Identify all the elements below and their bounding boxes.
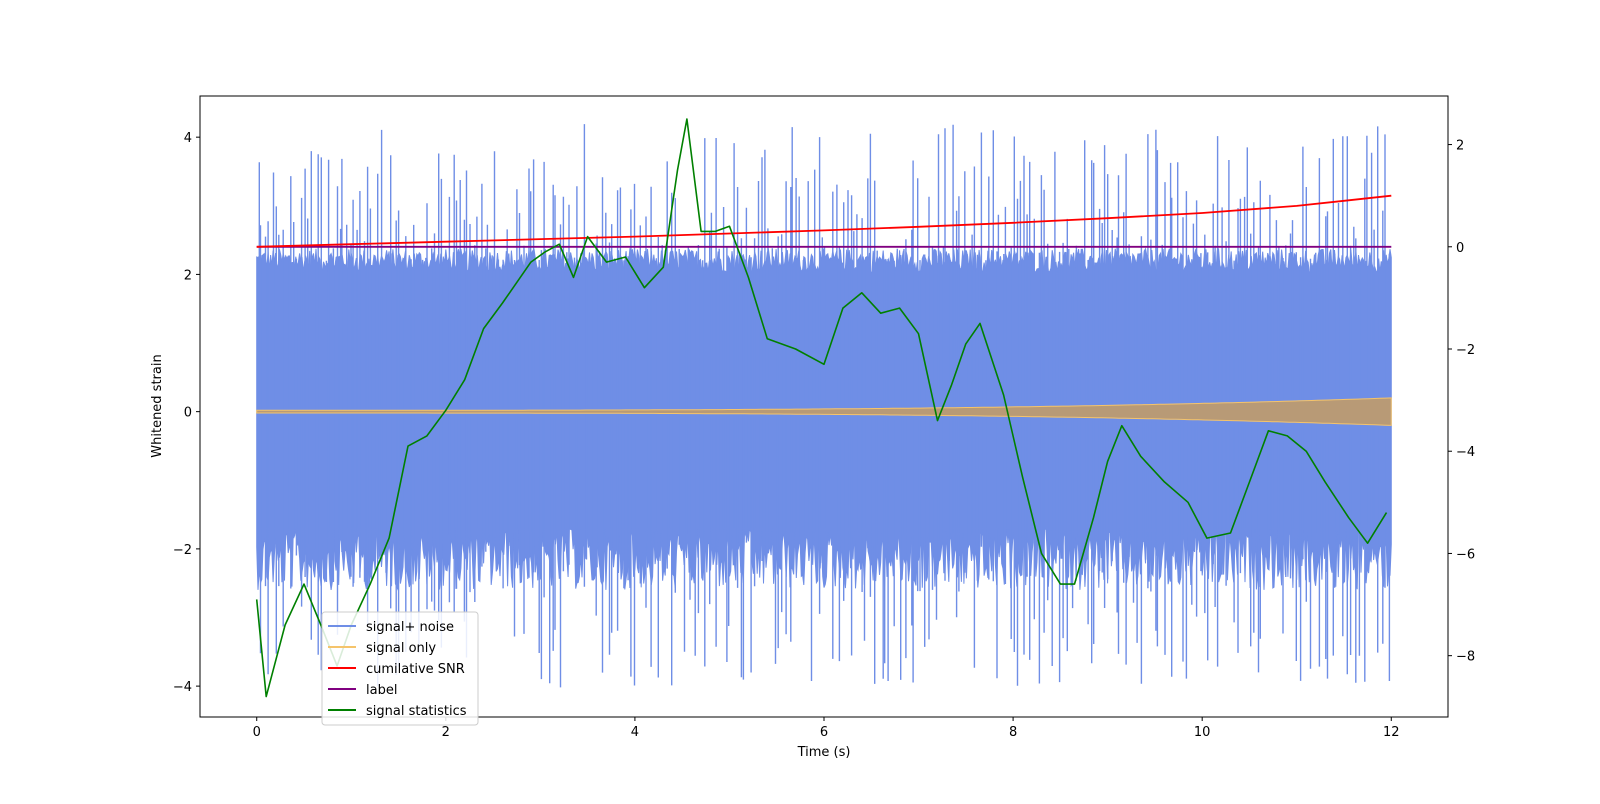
- y2-tick-label: −4: [1456, 445, 1475, 460]
- legend: signal+ noise signal only cumilative SNR la…: [321, 611, 479, 726]
- legend-label: signal only: [366, 641, 436, 656]
- axes: 0 2 4 6 8 10 12 −4 −2 0 2 4 −8 −6 −4 −2 0 2: [173, 131, 1475, 740]
- y-axis-label: Whitened strain: [150, 354, 165, 457]
- legend-label: cumilative SNR: [366, 662, 465, 677]
- y-tick-label: 0: [184, 406, 192, 421]
- x-tick-label: 10: [1194, 725, 1211, 740]
- x-tick-label: 12: [1383, 725, 1400, 740]
- y2-tick-label: −8: [1456, 650, 1475, 665]
- legend-label: signal statistics: [366, 704, 467, 719]
- signal-only-band: [256, 397, 1392, 426]
- signal-statistics-line: [255, 118, 1388, 698]
- legend-label: label: [366, 683, 397, 698]
- cumilative-snr-line: [256, 194, 1392, 248]
- y2-tick-label: −2: [1456, 343, 1475, 358]
- y2-tick-label: 0: [1456, 241, 1464, 256]
- x-tick-label: 4: [631, 725, 639, 740]
- x-tick-label: 0: [253, 725, 261, 740]
- y-tick-label: −2: [173, 543, 192, 558]
- legend-box: [321, 611, 479, 726]
- signal-only-trace: [256, 397, 1392, 426]
- x-tick-label: 2: [442, 725, 450, 740]
- y2-tick-label: −6: [1456, 547, 1475, 562]
- y2-tick-label: 2: [1456, 139, 1464, 154]
- right-axis-series: [255, 118, 1392, 698]
- x-tick-label: 8: [1009, 725, 1017, 740]
- y-tick-label: 4: [184, 131, 192, 146]
- x-tick-label: 6: [820, 725, 828, 740]
- y-tick-label: −4: [173, 680, 192, 695]
- x-axis-label: Time (s): [797, 745, 851, 760]
- legend-label: signal+ noise: [366, 620, 454, 635]
- y-tick-label: 2: [184, 268, 192, 283]
